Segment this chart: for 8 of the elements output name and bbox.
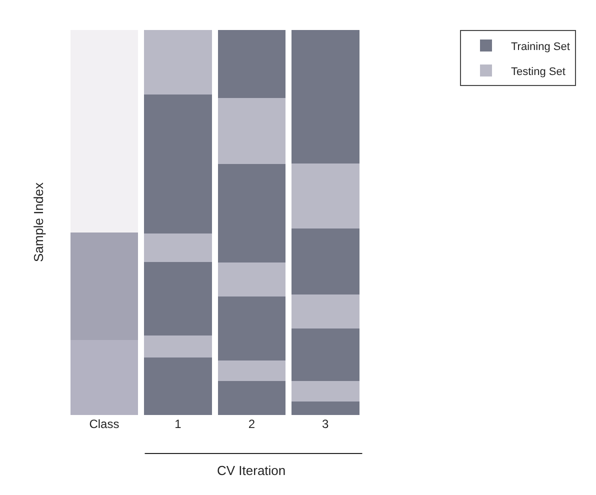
x-tick-label: 3 [322, 417, 330, 431]
x-axis-title: CV Iteration [217, 463, 286, 478]
legend-label: Testing Set [511, 66, 566, 78]
legend-label: Training Set [511, 40, 570, 53]
x-tick-label: 1 [174, 417, 182, 431]
x-tick-label: Class [89, 417, 120, 431]
x-tick-label: 2 [248, 417, 256, 431]
y-axis-title: Sample Index [31, 182, 46, 262]
